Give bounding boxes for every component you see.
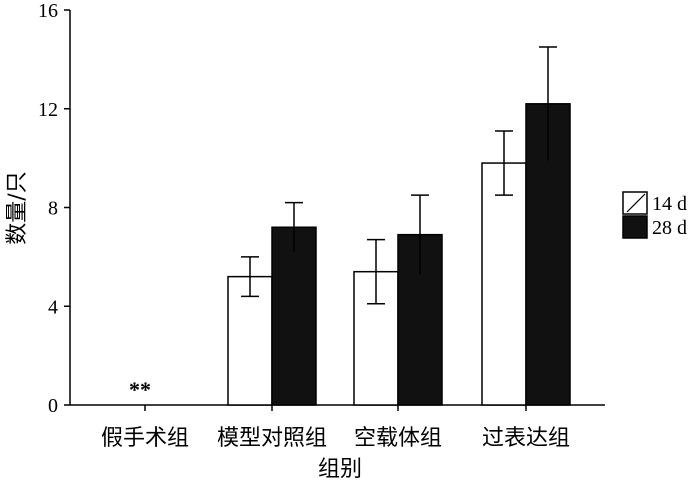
x-axis-label: 组别 <box>318 457 362 482</box>
error-bars <box>241 46 557 305</box>
bar <box>481 162 527 406</box>
significance-annotation: ** <box>129 377 151 402</box>
y-tick-label: 8 <box>48 198 58 220</box>
y-tick-label: 12 <box>38 99 58 121</box>
y-tick-label: 16 <box>38 0 58 22</box>
legend-swatch-hatch <box>626 193 646 213</box>
x-tick-label: 模型对照组 <box>217 426 327 451</box>
legend: 14 d28 d <box>622 191 687 239</box>
bars <box>227 103 571 406</box>
x-tick-label: 假手术组 <box>101 426 189 451</box>
legend-swatch <box>622 215 648 239</box>
legend-label: 28 d <box>652 217 687 239</box>
tick-labels: 0 4 8 12 16 假手术组 模型对照组 空载体组 过表达组 ** <box>38 0 570 451</box>
y-axis-label: 数量/只 <box>5 171 30 244</box>
x-tick-label: 过表达组 <box>482 426 570 451</box>
legend-label: 14 d <box>652 193 687 215</box>
x-tick-label: 空载体组 <box>354 426 442 451</box>
y-tick-label: 0 <box>48 395 58 417</box>
y-tick-label: 4 <box>48 296 58 318</box>
bar <box>271 226 317 406</box>
bar <box>227 275 273 406</box>
